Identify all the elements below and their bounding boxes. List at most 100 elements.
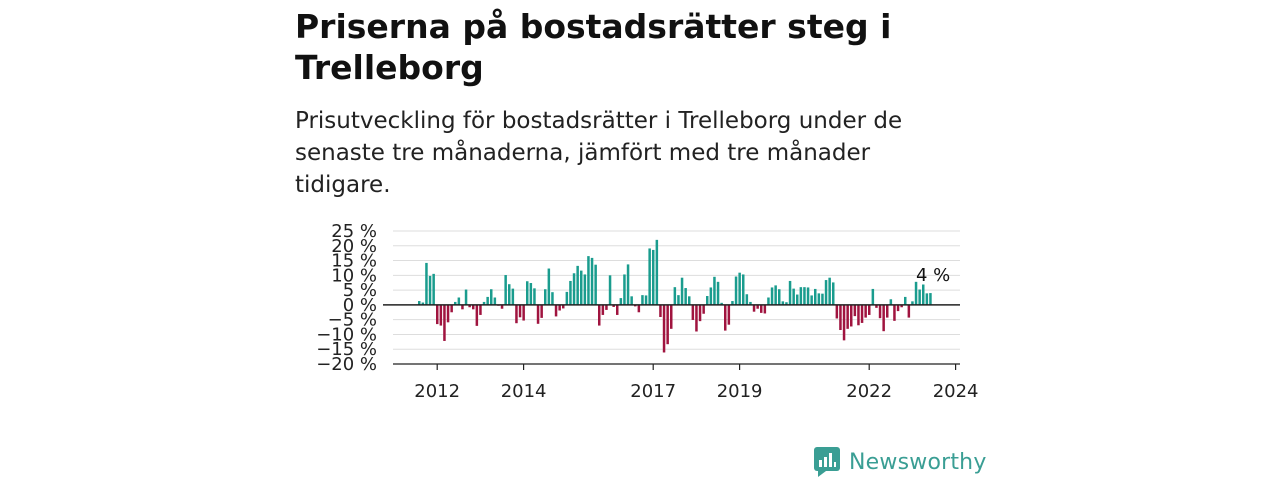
- bar: [824, 280, 828, 305]
- bar: [583, 274, 587, 305]
- bar: [641, 295, 644, 305]
- bar: [749, 301, 752, 305]
- bar: [601, 304, 605, 315]
- x-tick-label: 2019: [717, 381, 763, 402]
- bar: [529, 283, 533, 305]
- bar: [785, 302, 788, 305]
- bar: [547, 268, 551, 305]
- bar: [828, 277, 831, 305]
- bar: [698, 304, 702, 322]
- bar: [706, 296, 709, 305]
- bar: [684, 288, 687, 305]
- bar: [875, 304, 878, 308]
- bar: [450, 304, 453, 313]
- bar: [454, 301, 457, 305]
- tick-labels: 25 %20 %15 %10 %5 %0 %−5 %−10 %−15 %−20 …: [316, 221, 978, 402]
- bar: [806, 287, 810, 305]
- bar: [799, 287, 803, 305]
- bar: [788, 280, 792, 305]
- x-tick-label: 2014: [501, 381, 547, 402]
- bar: [630, 296, 633, 305]
- bar: [533, 288, 536, 305]
- bar: [544, 289, 547, 305]
- bar: [508, 284, 511, 305]
- bar: [673, 287, 677, 305]
- bar: [637, 304, 641, 313]
- axes: [383, 304, 960, 370]
- bar: [432, 273, 435, 305]
- bar: [821, 293, 824, 305]
- bar: [572, 273, 576, 305]
- y-tick-label: 20 %: [331, 236, 377, 257]
- bar: [605, 304, 608, 310]
- logo-icon: [814, 447, 840, 477]
- bar: [598, 304, 601, 326]
- bar: [720, 302, 723, 305]
- bar: [616, 304, 619, 315]
- y-tick-label: 25 %: [331, 221, 377, 242]
- y-tick-label: −10 %: [316, 324, 377, 345]
- bar: [554, 304, 558, 317]
- bar: [526, 281, 529, 305]
- bar: [536, 304, 540, 324]
- bar: [659, 304, 662, 318]
- brand-name: Newsworthy: [849, 449, 987, 475]
- bar: [551, 292, 554, 305]
- bar: [734, 276, 738, 305]
- bar: [792, 288, 795, 305]
- bar: [511, 288, 515, 305]
- bar: [562, 304, 565, 309]
- bar: [695, 304, 698, 332]
- bar: [893, 304, 896, 321]
- bar: [922, 284, 925, 305]
- bar: [911, 301, 914, 305]
- bar: [569, 280, 572, 305]
- bar: [803, 287, 806, 305]
- bar: [853, 304, 857, 317]
- bar: [810, 295, 813, 305]
- bar: [882, 304, 885, 332]
- bar: [623, 274, 626, 305]
- bar: [850, 304, 853, 327]
- bar: [756, 304, 759, 309]
- bar: [752, 304, 756, 312]
- bar: [662, 304, 666, 353]
- bar: [774, 285, 777, 305]
- bar: [472, 304, 475, 310]
- bar: [464, 289, 468, 305]
- bar: [918, 289, 921, 305]
- bar: [486, 296, 489, 305]
- bar: [666, 304, 669, 345]
- bar: [907, 304, 911, 318]
- bar: [648, 248, 651, 305]
- bar: [626, 264, 630, 305]
- bar: [727, 304, 731, 325]
- bar: [857, 304, 860, 326]
- y-tick-label: 10 %: [331, 265, 377, 286]
- bar: [518, 304, 522, 318]
- bar: [428, 275, 432, 305]
- bar: [770, 287, 774, 305]
- bar: [421, 302, 425, 305]
- bar: [846, 304, 849, 329]
- bar: [565, 291, 569, 305]
- bar: [468, 304, 471, 308]
- bar: [709, 287, 713, 305]
- bar: [644, 295, 648, 305]
- chart-subtitle: Prisutveckling för bostadsrätter i Trell…: [295, 108, 903, 198]
- bar: [814, 288, 817, 305]
- bar: [745, 294, 749, 305]
- bar: [900, 304, 903, 308]
- bar: [832, 282, 835, 305]
- bar: [914, 281, 918, 305]
- bar: [482, 301, 486, 305]
- bar: [540, 304, 543, 318]
- bar: [475, 304, 479, 326]
- bar: [677, 295, 680, 305]
- bar: [590, 257, 594, 305]
- bar: [767, 297, 770, 305]
- bar: [929, 293, 932, 305]
- bar: [889, 299, 893, 305]
- bar: [925, 293, 929, 305]
- bar: [594, 264, 597, 305]
